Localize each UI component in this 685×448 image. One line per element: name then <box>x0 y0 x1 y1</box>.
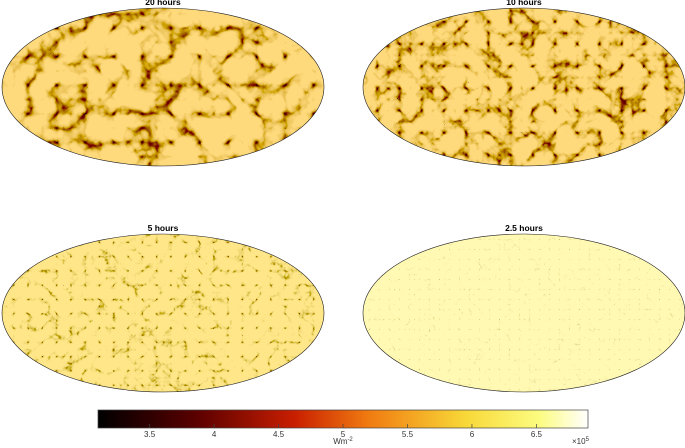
map-outline <box>362 7 685 167</box>
tick-label: 4 <box>212 430 217 439</box>
colorbar-axis: 3.5 4 4.5 5 5.5 6 6.5 <box>144 424 543 439</box>
panel-title: 20 hours <box>145 0 181 7</box>
colorbar-multiplier: ×105 <box>572 437 590 446</box>
tick-label: 5.5 <box>402 430 414 439</box>
tick-label: 6 <box>470 430 475 439</box>
panel-title: 10 hours <box>506 0 542 7</box>
map-texture <box>363 234 685 392</box>
panel-title: 5 hours <box>148 223 179 233</box>
colorbar-label: Wm-2 <box>333 437 353 446</box>
tick-label: 5 <box>341 430 346 439</box>
multiplier-base: ×10 <box>572 437 586 446</box>
tick-label: 4.5 <box>273 430 285 439</box>
maps: 20 hours 10 hours 5 hours 2.5 hours <box>1 0 685 393</box>
unit: Wm <box>333 437 348 446</box>
map-texture <box>2 234 324 392</box>
unit-power: -2 <box>347 437 353 443</box>
map-outline <box>362 233 685 393</box>
map-texture <box>363 8 685 166</box>
multiplier-power: 5 <box>586 437 590 443</box>
map-texture <box>2 8 324 166</box>
tick-label: 6.5 <box>531 430 543 439</box>
map-outline <box>1 233 325 393</box>
tick-label: 3.5 <box>144 430 156 439</box>
panel-title: 2.5 hours <box>505 223 543 233</box>
map-outline <box>1 7 325 167</box>
